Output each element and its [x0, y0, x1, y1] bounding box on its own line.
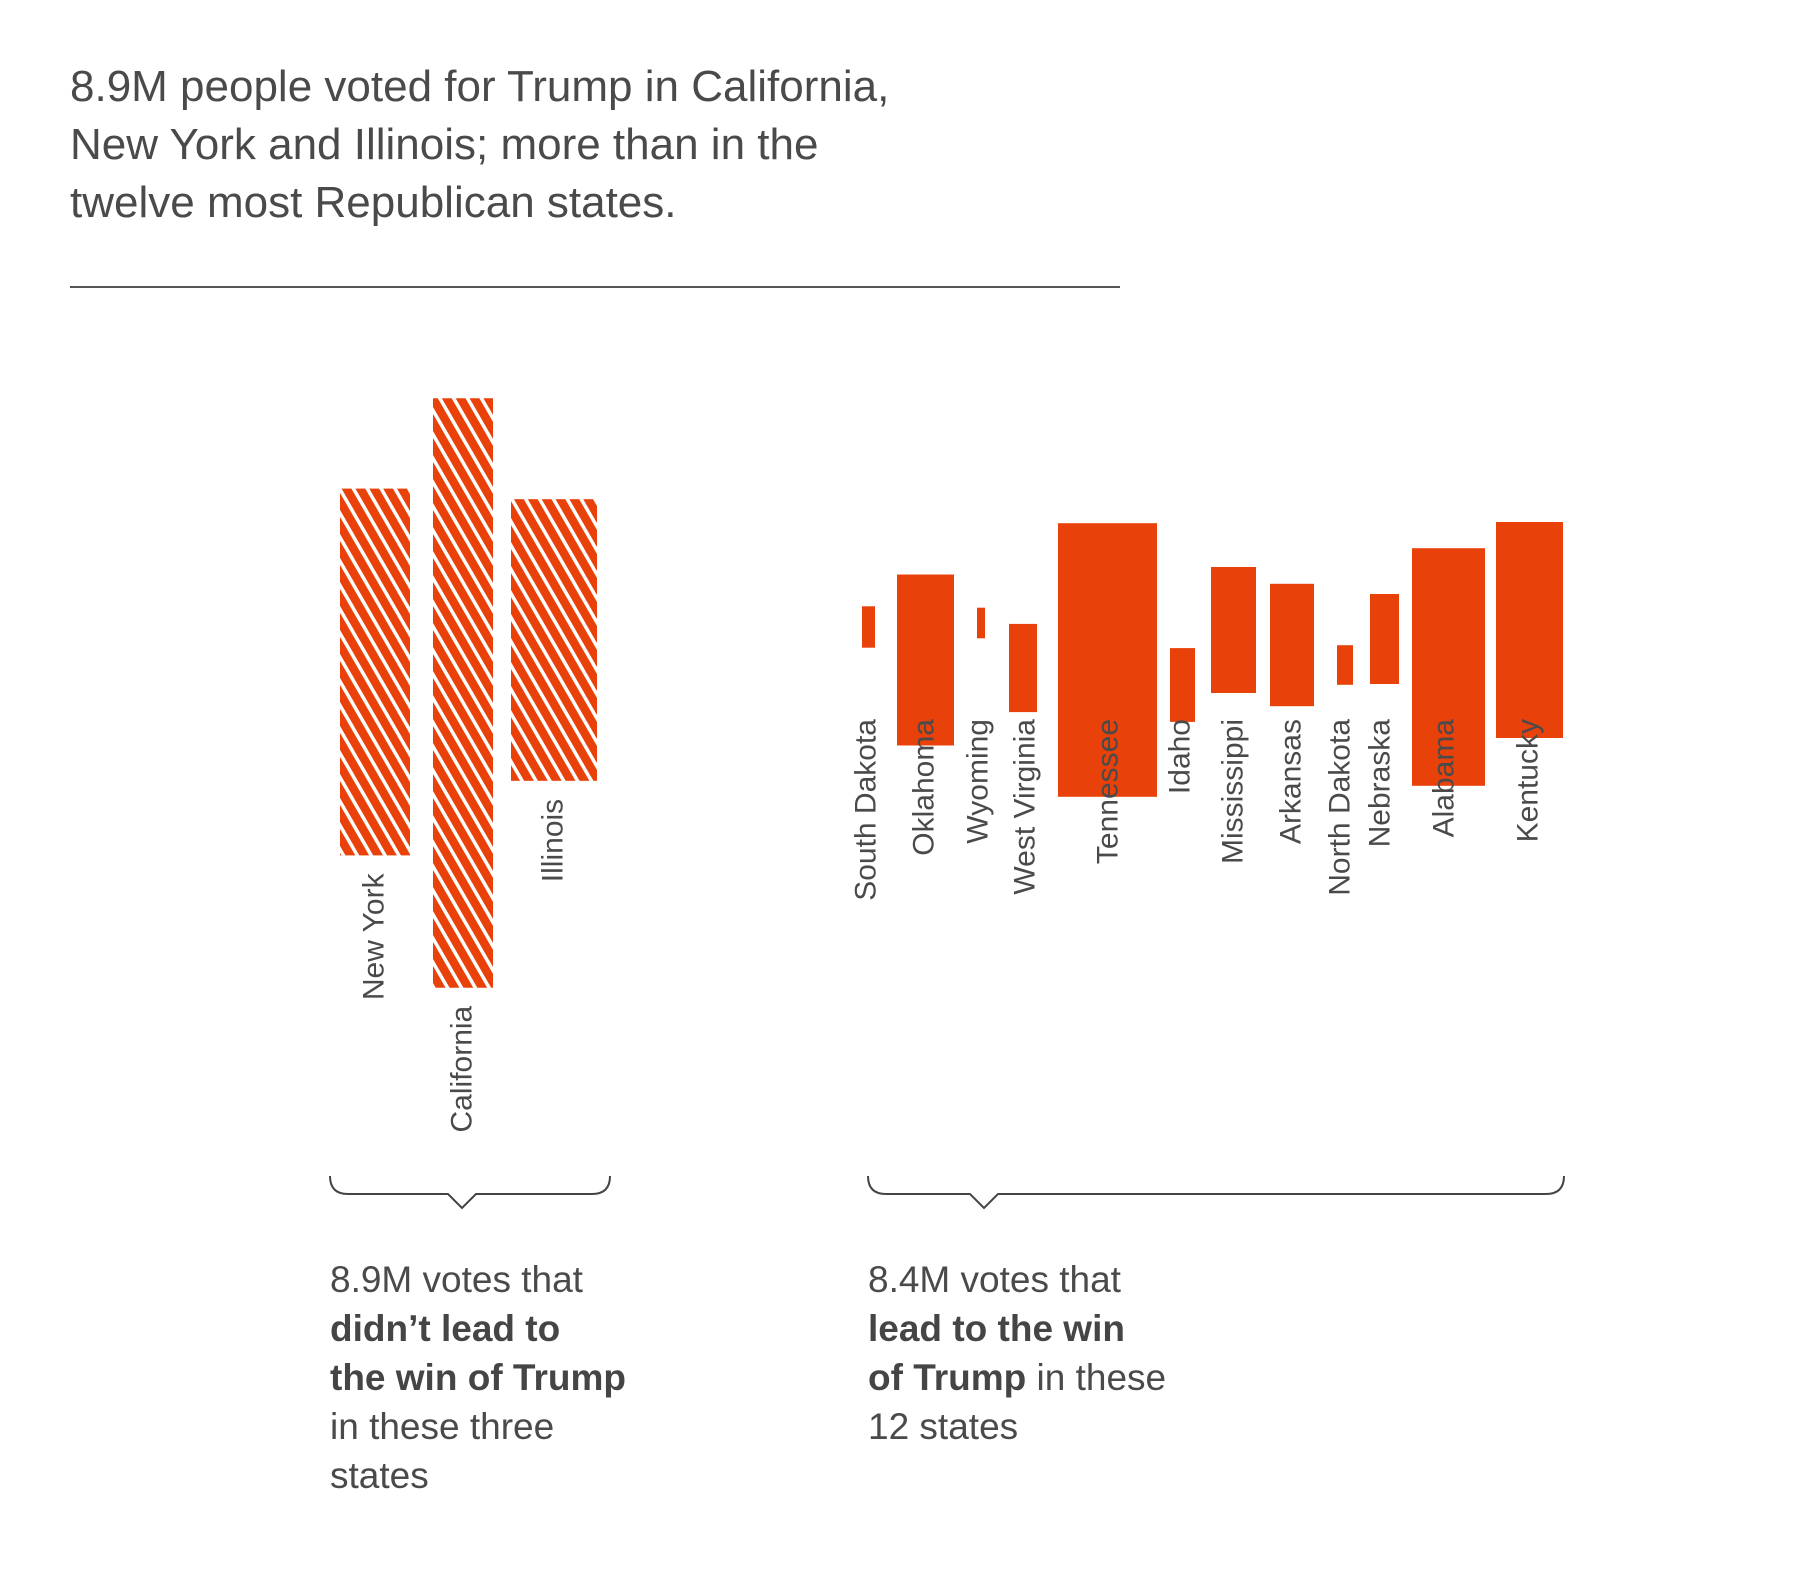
bar-wyoming [977, 607, 985, 639]
label-new-york: New York [358, 872, 391, 1000]
bar-south-dakota [862, 606, 875, 648]
label-illinois: Illinois [537, 799, 570, 882]
won-states-group: South Dakota Oklahoma Wyoming West Virginia… [850, 522, 1563, 901]
bar-mississippi [1211, 567, 1256, 693]
label-arkansas: Arkansas [1275, 719, 1308, 844]
bar-nebraska [1370, 594, 1399, 684]
label-kentucky: Kentucky [1512, 719, 1545, 842]
caption-left-line-1: 8.9M votes that [330, 1259, 583, 1300]
caption-right-bold-1: lead to the win [868, 1308, 1125, 1349]
caption-left-bold-1: didn’t lead to [330, 1308, 561, 1349]
caption-right-line-3-rest: in these [1026, 1357, 1167, 1398]
label-nebraska: Nebraska [1364, 719, 1397, 848]
label-wyoming: Wyoming [962, 719, 995, 844]
caption-right-line-1: 8.4M votes that [868, 1259, 1121, 1300]
headline-line-3: twelve most Republican states. [70, 178, 677, 227]
lost-states-group: New York California Illinois [340, 398, 597, 1132]
label-oklahoma: Oklahoma [908, 719, 941, 856]
caption-right-bold-2: of Trump [868, 1357, 1027, 1398]
won-states-caption: 8.4M votes that lead to the win of Trump… [868, 1255, 1288, 1451]
left-group-brace [329, 1175, 611, 1210]
lost-states-caption: 8.9M votes that didn’t lead to the win o… [330, 1255, 750, 1500]
label-idaho: Idaho [1164, 719, 1197, 794]
bar-illinois [511, 499, 597, 781]
label-west-virginia: West Virginia [1009, 719, 1042, 895]
bar-idaho [1170, 648, 1195, 722]
bar-tennessee [1058, 523, 1157, 797]
caption-left-bold-2: the win of Trump [330, 1357, 626, 1398]
bar-arkansas [1270, 583, 1314, 707]
bar-oklahoma [897, 574, 954, 746]
label-california: California [446, 1005, 479, 1132]
bar-west-virginia [1009, 623, 1037, 713]
label-north-dakota: North Dakota [1324, 719, 1357, 896]
label-alabama: Alabama [1428, 719, 1461, 838]
bar-kentucky [1496, 522, 1563, 738]
bar-alabama [1412, 548, 1485, 786]
bar-new-york [340, 488, 410, 856]
caption-left-line-4: in these three [330, 1406, 555, 1447]
headline-line-1: 8.9M people voted for Trump in Californi… [70, 62, 890, 111]
headline-line-2: New York and Illinois; more than in the [70, 120, 819, 169]
right-group-brace [867, 1175, 1565, 1210]
bar-california [433, 398, 493, 988]
label-south-dakota: South Dakota [850, 719, 883, 901]
bar-north-dakota [1337, 645, 1353, 685]
title-divider [70, 286, 1120, 288]
caption-left-line-5: states [330, 1455, 429, 1496]
label-mississippi: Mississippi [1217, 719, 1250, 864]
page-title: 8.9M people voted for Trump in Californi… [70, 58, 1110, 232]
caption-right-line-4: 12 states [868, 1406, 1019, 1447]
label-tennessee: Tennessee [1092, 719, 1125, 864]
